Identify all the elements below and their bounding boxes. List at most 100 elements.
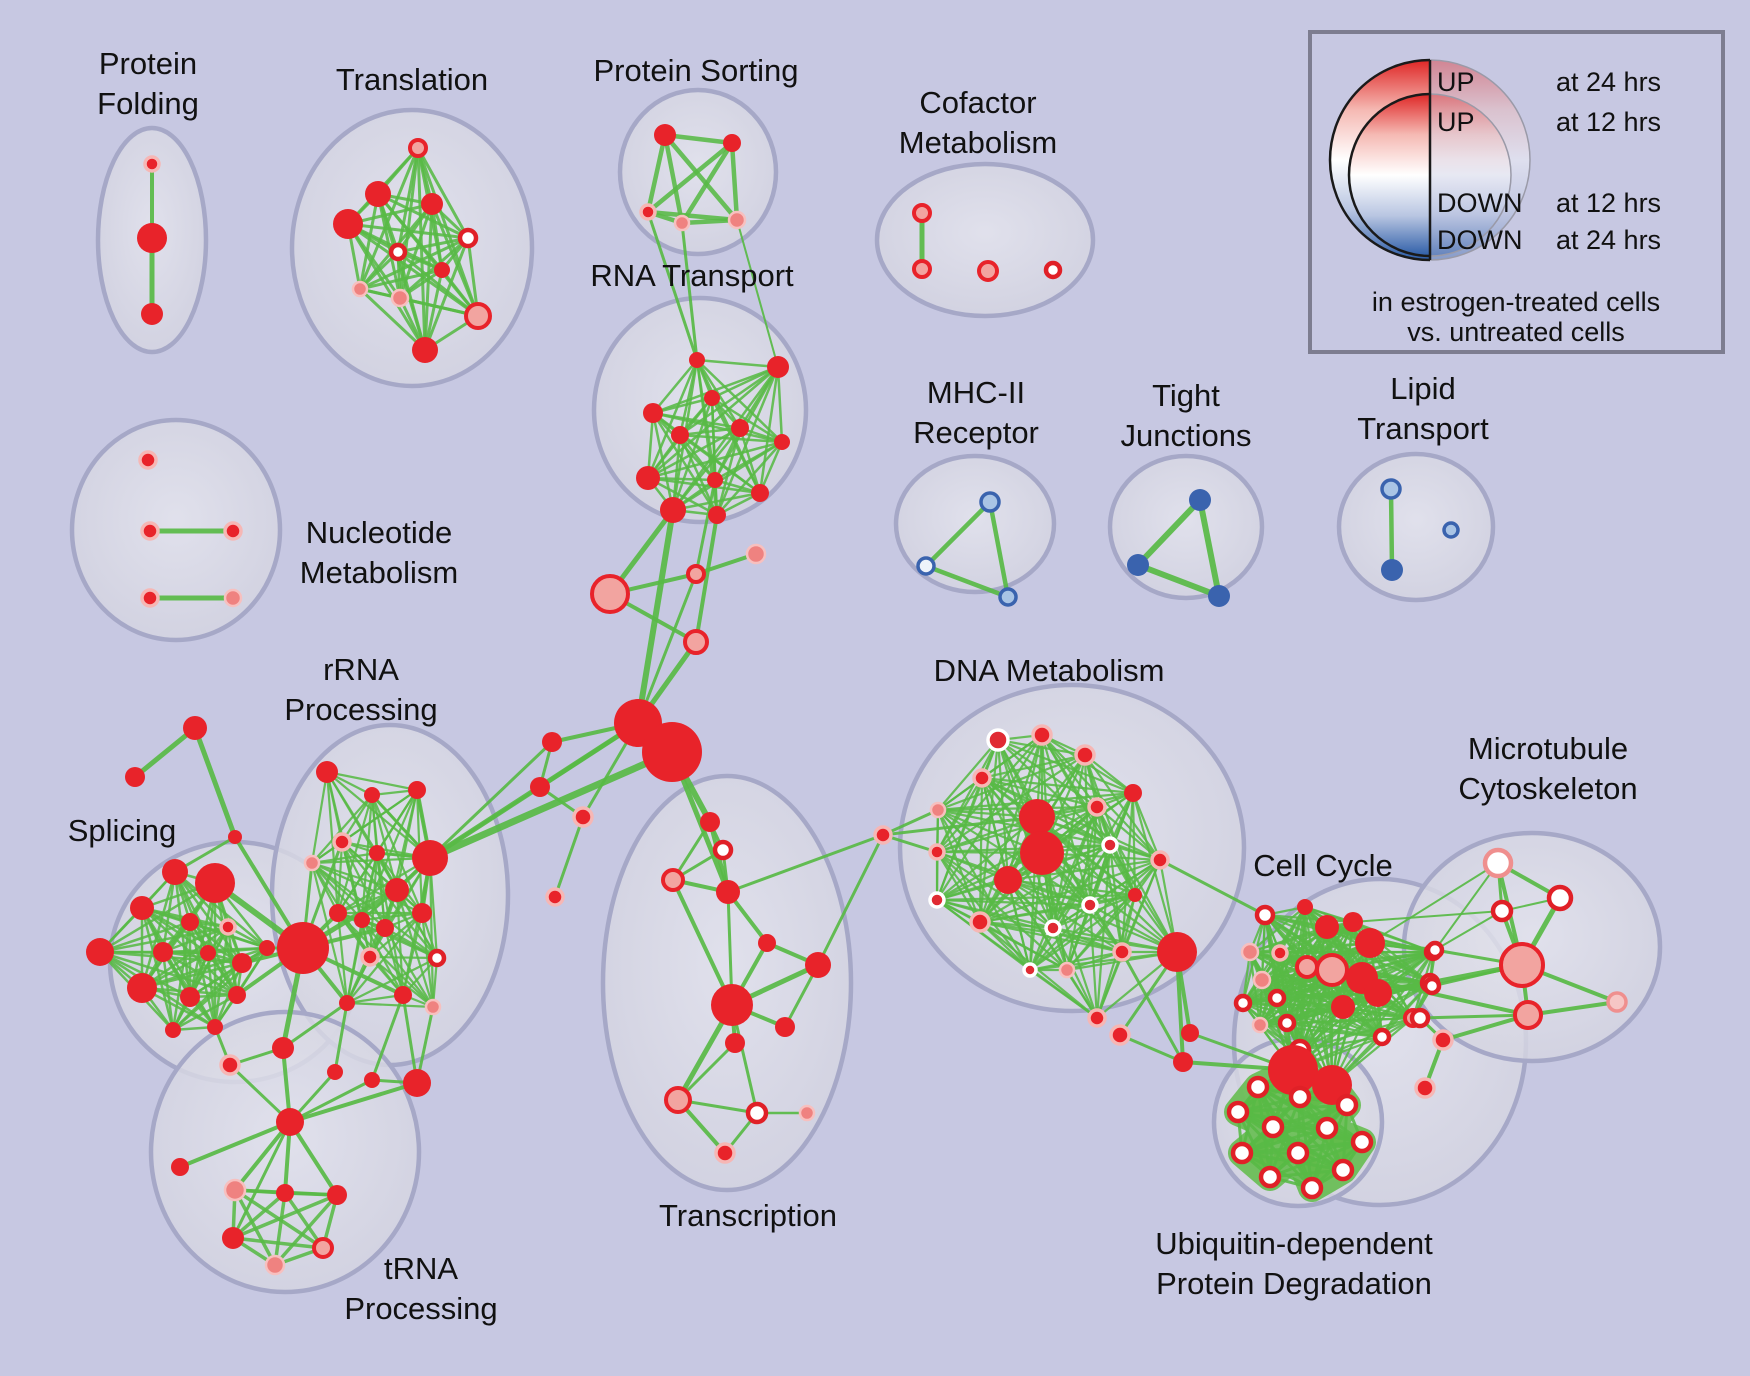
- node-ub2: [1288, 1085, 1312, 1109]
- cluster-label-lipid-transport: Lipid: [1390, 371, 1456, 406]
- cluster-label-ubiquitin-degradation: Ubiquitin-dependent: [1155, 1226, 1433, 1261]
- node-cc27: [1181, 1024, 1199, 1042]
- edge: [420, 911, 435, 1009]
- node-sp8: [200, 945, 216, 961]
- edge: [1006, 878, 1092, 907]
- node-rr9: [329, 904, 347, 922]
- legend-time-2: at 12 hrs: [1556, 188, 1661, 218]
- edge: [171, 993, 239, 1032]
- node-dm16: [969, 911, 991, 933]
- node-mt4: [1425, 940, 1445, 960]
- edge: [383, 926, 439, 960]
- edge: [360, 793, 374, 922]
- edge: [368, 955, 435, 1009]
- edge: [1028, 893, 1137, 972]
- node-cc10: [1315, 953, 1349, 987]
- node-rt5: [671, 426, 689, 444]
- edge: [646, 440, 784, 480]
- edge-rt9-cn2: [694, 478, 717, 576]
- edge: [428, 856, 435, 1009]
- node-tl9: [390, 288, 410, 308]
- edge: [98, 925, 230, 954]
- edge: [383, 926, 405, 997]
- node-dm1: [986, 728, 1010, 752]
- edge: [395, 888, 439, 960]
- edge-cn2-cn3: [694, 552, 758, 576]
- edge: [310, 770, 329, 865]
- legend-time-3: at 24 hrs: [1556, 225, 1661, 255]
- node-pf1: [143, 155, 161, 173]
- edge: [980, 776, 1099, 809]
- edge: [1298, 981, 1432, 1052]
- edge: [978, 843, 1112, 924]
- node-ub6: [1315, 1116, 1339, 1140]
- edge-tj1-tj2: [1135, 497, 1203, 568]
- edge-mh1-mh3: [987, 499, 1011, 600]
- edge: [360, 911, 424, 922]
- node-cc25: [1173, 1052, 1193, 1072]
- node-dm22: [1157, 932, 1197, 972]
- edge: [1088, 858, 1162, 907]
- node-ub8: [1230, 1141, 1254, 1165]
- edge: [423, 236, 470, 352]
- node-mt6: [1422, 976, 1442, 996]
- edge-mt3-mt4: [1434, 910, 1503, 951]
- node-rr16: [339, 995, 355, 1011]
- node-rt11: [660, 497, 686, 523]
- edge-tx10-dc1: [816, 833, 885, 967]
- node-ub4: [1226, 1100, 1250, 1124]
- node-nm2: [140, 521, 160, 541]
- node-mt2: [1546, 884, 1574, 912]
- edge: [1131, 791, 1162, 862]
- node-tx6: [661, 868, 685, 892]
- edge: [336, 911, 435, 1009]
- cluster-label-rrna-processing: Processing: [284, 692, 437, 727]
- edge: [651, 365, 780, 415]
- node-tj2: [1127, 554, 1149, 576]
- edge: [1258, 976, 1364, 1027]
- node-dm17: [1044, 919, 1062, 937]
- node-tx13: [725, 1033, 745, 1053]
- cluster-label-translation: Translation: [336, 62, 488, 97]
- edge: [695, 358, 780, 369]
- node-ps2: [723, 134, 741, 152]
- edge: [935, 776, 984, 902]
- edge: [978, 920, 1124, 954]
- edge: [978, 858, 1162, 924]
- edge: [1240, 1126, 1329, 1155]
- edge: [345, 956, 439, 1005]
- edge: [336, 851, 379, 915]
- node-dm14: [1128, 888, 1142, 902]
- node-mt11: [1414, 1077, 1436, 1099]
- node-ub10: [1331, 1158, 1355, 1182]
- edge: [662, 132, 740, 223]
- edge: [1006, 858, 1162, 882]
- node-ps3: [639, 203, 657, 221]
- node-tx17: [714, 1142, 736, 1164]
- node-st3: [228, 830, 242, 844]
- node-tr3: [223, 1178, 247, 1202]
- node-sp12: [180, 987, 200, 1007]
- node-tx3: [572, 806, 594, 828]
- node-pf2: [137, 223, 167, 253]
- legend-box: [1308, 30, 1725, 354]
- legend-circle-arc: [1347, 92, 1431, 258]
- edge-lp1-lp2: [1388, 486, 1395, 573]
- edge-rr7-tx1: [428, 740, 554, 860]
- node-st1: [183, 716, 207, 740]
- edge-mt3-cc4: [1352, 910, 1503, 923]
- node-cc16: [1277, 1013, 1297, 1033]
- node-tx1: [542, 732, 562, 752]
- node-dm9: [1019, 799, 1055, 835]
- node-mt3: [1490, 899, 1514, 923]
- edge: [646, 426, 742, 480]
- edge-mt1-cc5: [1369, 862, 1499, 944]
- node-tx2: [530, 777, 550, 797]
- cluster-ellipse-transcription: [600, 773, 854, 1193]
- node-tr5: [327, 1185, 347, 1205]
- cluster-label-tight-junctions: Tight: [1152, 378, 1220, 413]
- node-cc13: [1331, 995, 1355, 1019]
- node-br3: [327, 1064, 343, 1080]
